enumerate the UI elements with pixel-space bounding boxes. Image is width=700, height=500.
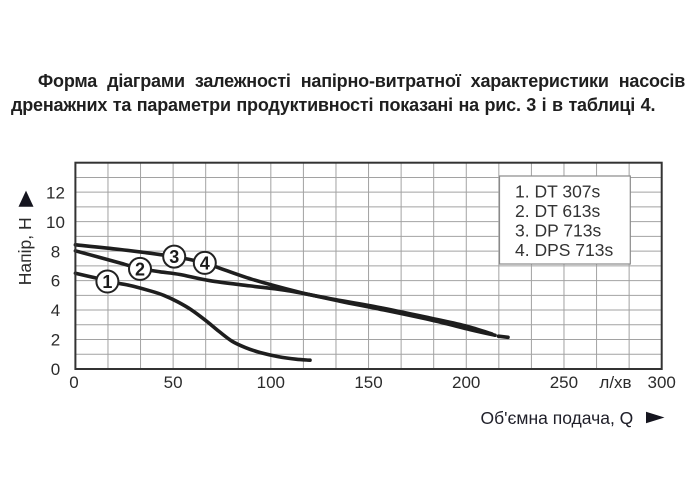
svg-text:2: 2 [51,331,60,350]
svg-text:3. DP 713s: 3. DP 713s [515,221,602,241]
svg-text:150: 150 [354,373,382,392]
svg-text:2. DT 613s: 2. DT 613s [515,201,601,221]
svg-text:л/хв: л/хв [599,373,631,392]
svg-text:8: 8 [51,242,60,261]
svg-text:Об'ємна подача, Q: Об'ємна подача, Q [481,408,634,428]
svg-text:10: 10 [46,213,65,232]
svg-text:0: 0 [69,373,78,392]
svg-text:250: 250 [550,373,578,392]
svg-text:6: 6 [51,272,60,291]
svg-text:1: 1 [102,272,112,292]
svg-text:4. DPS 713s: 4. DPS 713s [515,240,613,260]
svg-text:12: 12 [46,183,65,202]
svg-text:0: 0 [51,360,60,379]
svg-text:100: 100 [257,373,285,392]
svg-text:50: 50 [164,373,183,392]
svg-text:4: 4 [51,301,60,320]
svg-text:1. DT 307s: 1. DT 307s [515,182,601,202]
svg-text:Напір, H: Напір, H [15,217,35,285]
svg-text:2: 2 [135,259,145,279]
svg-text:300: 300 [648,373,676,392]
svg-text:4: 4 [200,253,210,273]
svg-text:200: 200 [452,373,480,392]
svg-text:3: 3 [169,247,179,267]
